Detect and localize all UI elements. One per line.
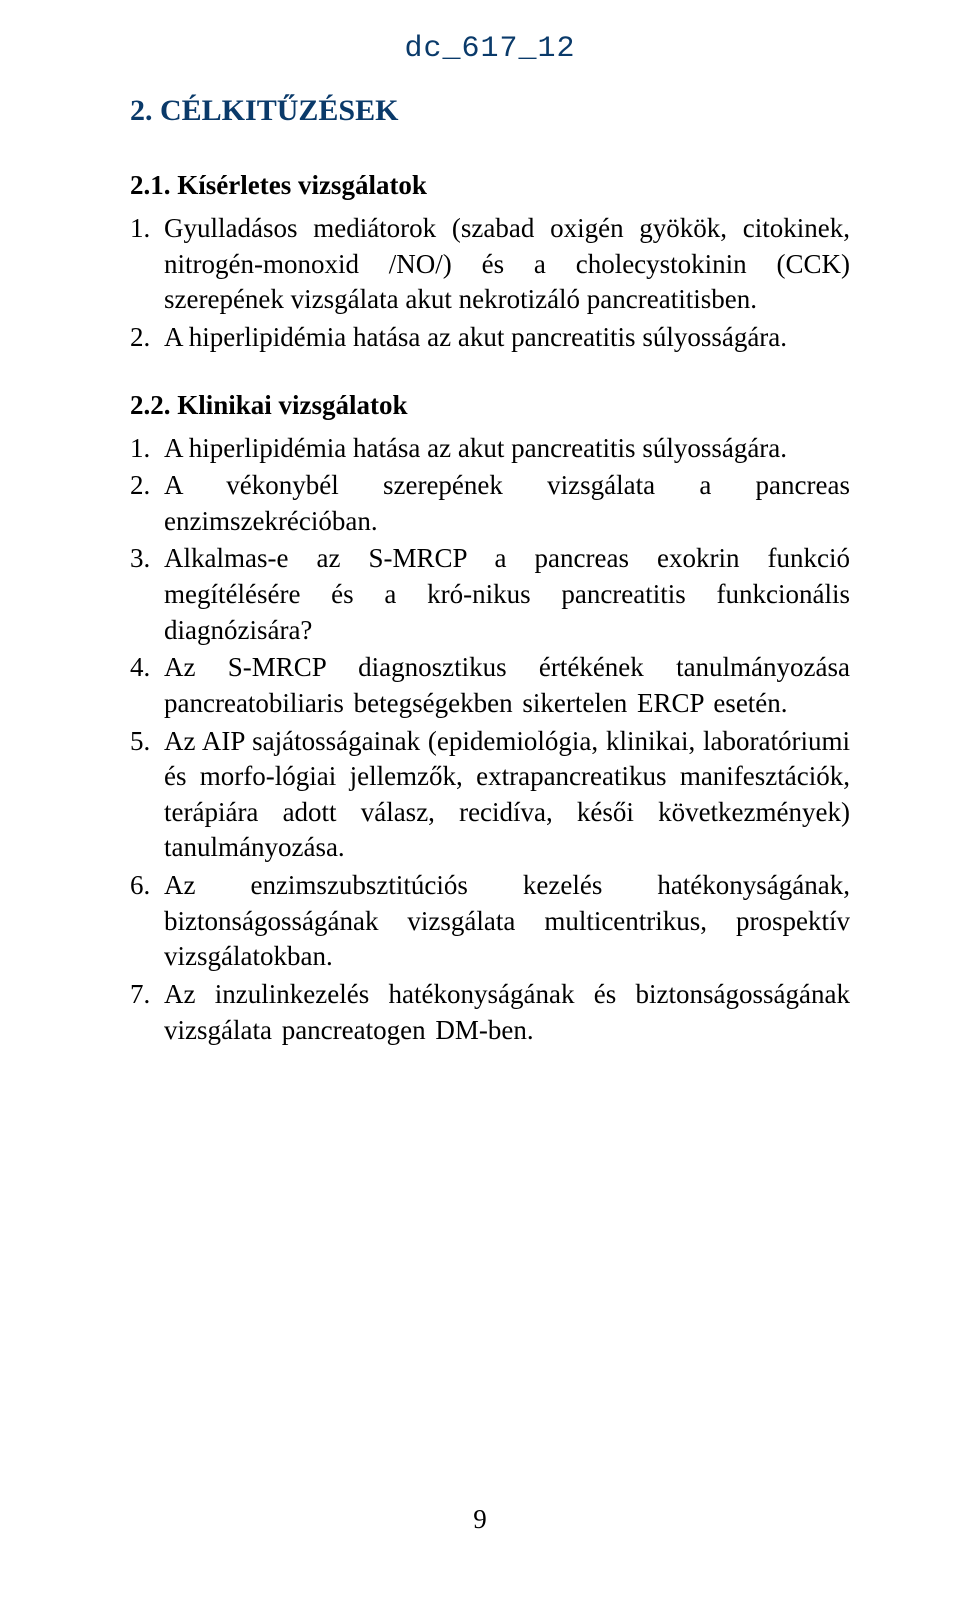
item-text: Alkalmas-e az S-MRCP a pancreas exokrin … — [164, 541, 850, 648]
item-text: A hiperlipidémia hatása az akut pancreat… — [164, 320, 850, 356]
list-item: 5. Az AIP sajátosságainak (epidemiológia… — [130, 724, 850, 867]
item-text: Az AIP sajátosságainak (epidemiológia, k… — [164, 724, 850, 867]
item-number: 6. — [130, 868, 164, 975]
list-section-2: 1. A hiperlipidémia hatása az akut pancr… — [130, 431, 850, 1049]
item-text: Az inzulinkezelés hatékonyságának és biz… — [164, 977, 850, 1048]
list-item: 7. Az inzulinkezelés hatékonyságának és … — [130, 977, 850, 1048]
item-number: 4. — [130, 650, 164, 721]
item-text: A vékonybél szerepének vizsgálata a panc… — [164, 468, 850, 539]
item-text: Az enzimszubsztitúciós kezelés hatékonys… — [164, 868, 850, 975]
list-item: 6. Az enzimszubsztitúciós kezelés hatéko… — [130, 868, 850, 975]
item-number: 5. — [130, 724, 164, 867]
list-item: 2. A hiperlipidémia hatása az akut pancr… — [130, 320, 850, 356]
item-number: 1. — [130, 211, 164, 318]
document-id: dc_617_12 — [130, 32, 850, 66]
list-item: 4. Az S-MRCP diagnosztikus értékének tan… — [130, 650, 850, 721]
item-number: 1. — [130, 431, 164, 467]
item-number: 2. — [130, 468, 164, 539]
item-text: Az S-MRCP diagnosztikus értékének tanulm… — [164, 650, 850, 721]
heading-main: 2. CÉLKITŰZÉSEK — [130, 94, 850, 128]
heading-section-2: 2.2. Klinikai vizsgálatok — [130, 390, 850, 421]
page-number: 9 — [0, 1504, 960, 1535]
item-number: 3. — [130, 541, 164, 648]
page: dc_617_12 2. CÉLKITŰZÉSEK 2.1. Kísérlete… — [0, 0, 960, 1603]
list-item: 1. A hiperlipidémia hatása az akut pancr… — [130, 431, 850, 467]
list-section-1: 1. Gyulladásos mediátorok (szabad oxigén… — [130, 211, 850, 356]
list-item: 3. Alkalmas-e az S-MRCP a pancreas exokr… — [130, 541, 850, 648]
item-text: Gyulladásos mediátorok (szabad oxigén gy… — [164, 211, 850, 318]
list-item: 1. Gyulladásos mediátorok (szabad oxigén… — [130, 211, 850, 318]
list-item: 2. A vékonybél szerepének vizsgálata a p… — [130, 468, 850, 539]
item-number: 7. — [130, 977, 164, 1048]
item-text: A hiperlipidémia hatása az akut pancreat… — [164, 431, 850, 467]
item-number: 2. — [130, 320, 164, 356]
heading-section-1: 2.1. Kísérletes vizsgálatok — [130, 170, 850, 201]
